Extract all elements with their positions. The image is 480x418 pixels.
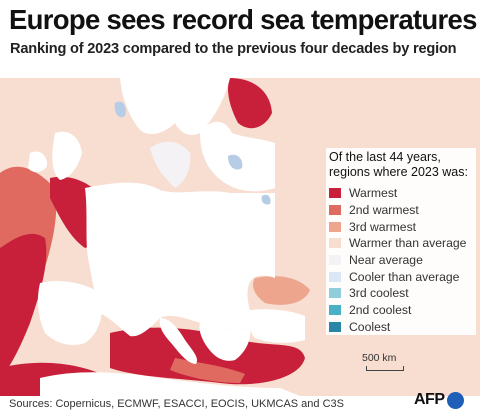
sea-mediterranean-warmest <box>110 327 305 385</box>
legend-item: Warmest <box>326 185 476 202</box>
legend-swatch <box>329 221 341 232</box>
legend-heading-line2: regions where 2023 was: <box>329 165 468 179</box>
legend: Of the last 44 years, regions where 2023… <box>326 148 476 336</box>
legend-items: Warmest 2nd warmest 3rd warmest Warmer than… <box>326 185 476 335</box>
chart-subtitle: Ranking of 2023 compared to the previous… <box>10 41 457 57</box>
legend-item: Coolest <box>326 319 476 336</box>
sea-central-med-2nd-warmest <box>170 358 245 383</box>
sources-footer: Sources: Copernicus, ECMWF, ESACCI, EOCI… <box>9 398 344 410</box>
legend-swatch <box>329 205 341 216</box>
legend-swatch <box>329 255 341 266</box>
legend-label: Warmest <box>349 186 398 201</box>
legend-label: Warmer than average <box>349 236 467 251</box>
legend-item: 2nd coolest <box>326 302 476 319</box>
sea-atlantic-warmest <box>0 233 47 378</box>
land-turkey <box>247 309 305 343</box>
legend-swatch <box>329 271 341 282</box>
legend-label: Cooler than average <box>349 269 460 284</box>
sea-white-sea-warmest <box>227 78 272 129</box>
legend-item: 3rd warmest <box>326 218 476 235</box>
land-mainland-europe <box>85 182 275 337</box>
scale-bar <box>366 366 404 371</box>
land-italy <box>159 318 198 364</box>
sea-black-sea-3rd-warmest <box>253 276 310 305</box>
land-north-africa <box>40 372 300 396</box>
legend-item: Cooler than average <box>326 268 476 285</box>
land-ireland <box>28 151 48 173</box>
afp-logo-dot <box>446 391 464 409</box>
legend-swatch <box>329 288 341 299</box>
legend-label: Coolest <box>349 319 391 334</box>
legend-heading: Of the last 44 years, regions where 2023… <box>326 148 476 185</box>
afp-logo: AFP <box>414 391 464 409</box>
legend-swatch <box>329 188 341 199</box>
lake-ladoga <box>228 154 243 170</box>
legend-label: Near average <box>349 253 423 268</box>
land-iberia <box>37 281 102 345</box>
legend-label: 2nd coolest <box>349 303 412 318</box>
legend-label: 3rd warmest <box>349 219 417 234</box>
legend-label: 3rd coolest <box>349 286 409 301</box>
chart-title: Europe sees record sea temperatures <box>9 4 477 35</box>
legend-heading-line1: Of the last 44 years, <box>329 150 441 164</box>
scale-label: 500 km <box>362 352 397 364</box>
legend-item: Near average <box>326 252 476 269</box>
legend-item: 2nd warmest <box>326 202 476 219</box>
land-scandinavia <box>120 78 230 135</box>
legend-label: 2nd warmest <box>349 203 419 218</box>
legend-item: Warmer than average <box>326 235 476 252</box>
land-great-britain <box>52 131 82 180</box>
legend-swatch <box>329 305 341 316</box>
land-balkans <box>199 323 251 361</box>
legend-swatch <box>329 238 341 249</box>
afp-logo-text: AFP <box>414 391 445 408</box>
legend-swatch <box>329 321 341 332</box>
lake-east <box>261 194 271 205</box>
sea-baltic-near-average <box>150 141 191 188</box>
legend-item: 3rd coolest <box>326 285 476 302</box>
lake-scandinavia <box>114 101 126 118</box>
